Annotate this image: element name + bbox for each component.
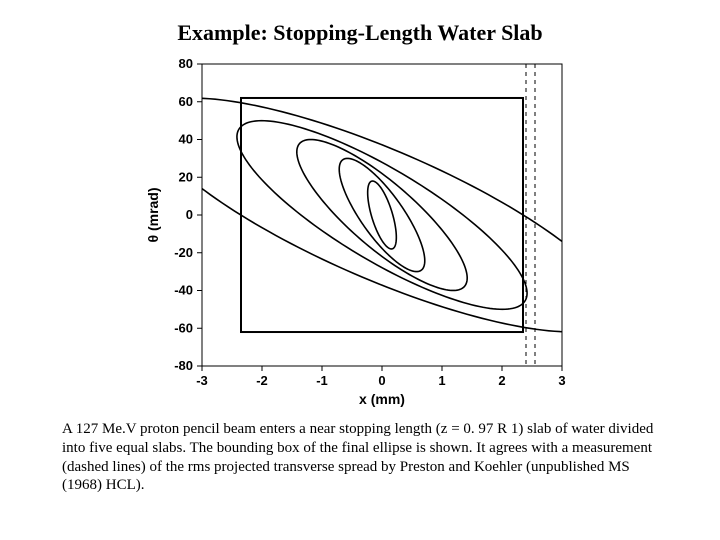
chart-container: -3 -2 -1 0 1 2 3 -80 -60 -40 -20 0 20 40 60 80 x (mm) θ (…: [40, 52, 680, 412]
y-tick-label: 80: [179, 56, 193, 71]
x-axis-title: x (mm): [359, 391, 405, 407]
y-axis-title: θ (mrad): [145, 187, 161, 242]
x-tick-label: -2: [256, 373, 268, 388]
x-tick-label: 2: [498, 373, 505, 388]
phase-ellipse: [368, 181, 397, 249]
x-tick-label: 1: [438, 373, 445, 388]
plot-border: [202, 64, 562, 366]
page-title: Example: Stopping-Length Water Slab: [40, 20, 680, 46]
page-root: Example: Stopping-Length Water Slab -3 -2…: [0, 0, 720, 540]
y-tick-label: -20: [174, 245, 193, 260]
y-tick-label: 20: [179, 169, 193, 184]
phase-ellipse: [237, 121, 527, 310]
phase-space-chart: -3 -2 -1 0 1 2 3 -80 -60 -40 -20 0 20 40 60 80 x (mm) θ (…: [140, 52, 580, 412]
plot-content: [147, 64, 580, 366]
x-tick-label: -3: [196, 373, 208, 388]
x-tick-label: 0: [378, 373, 385, 388]
x-tick-label: -1: [316, 373, 328, 388]
x-tick-label: 3: [558, 373, 565, 388]
y-tick-label: -80: [174, 358, 193, 373]
phase-ellipse: [339, 158, 425, 271]
figure-caption: A 127 Me.V proton pencil beam enters a n…: [40, 420, 680, 495]
y-tick-label: -40: [174, 283, 193, 298]
phase-ellipse: [147, 98, 580, 332]
y-tick-label: 60: [179, 94, 193, 109]
y-tick-label: 40: [179, 132, 193, 147]
y-tick-label: 0: [186, 207, 193, 222]
bounding-box: [241, 98, 523, 332]
y-tick-label: -60: [174, 320, 193, 335]
